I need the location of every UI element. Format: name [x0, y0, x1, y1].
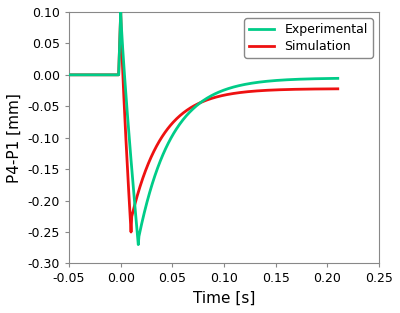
- Simulation: [88, 73, 93, 77]
- Experimental: [74, 73, 78, 77]
- Experimental: [335, 76, 340, 80]
- Simulation: [108, 73, 113, 77]
- Line: Experimental: Experimental: [69, 12, 338, 244]
- Simulation: [313, 87, 318, 91]
- X-axis label: Time [s]: Time [s]: [193, 291, 255, 306]
- Simulation: [261, 89, 266, 92]
- Simulation: [129, 230, 134, 234]
- Experimental: [136, 243, 141, 246]
- Simulation: [67, 73, 72, 77]
- Simulation: [333, 87, 338, 91]
- Legend: Experimental, Simulation: Experimental, Simulation: [244, 18, 373, 58]
- Simulation: [118, 10, 123, 14]
- Experimental: [82, 73, 87, 77]
- Experimental: [120, 43, 125, 47]
- Experimental: [117, 59, 122, 63]
- Simulation: [306, 87, 310, 91]
- Y-axis label: P4-P1 [mm]: P4-P1 [mm]: [7, 93, 22, 183]
- Line: Simulation: Simulation: [69, 12, 338, 232]
- Experimental: [67, 73, 72, 77]
- Simulation: [335, 87, 340, 91]
- Experimental: [118, 10, 123, 14]
- Experimental: [227, 86, 232, 90]
- Experimental: [143, 206, 148, 209]
